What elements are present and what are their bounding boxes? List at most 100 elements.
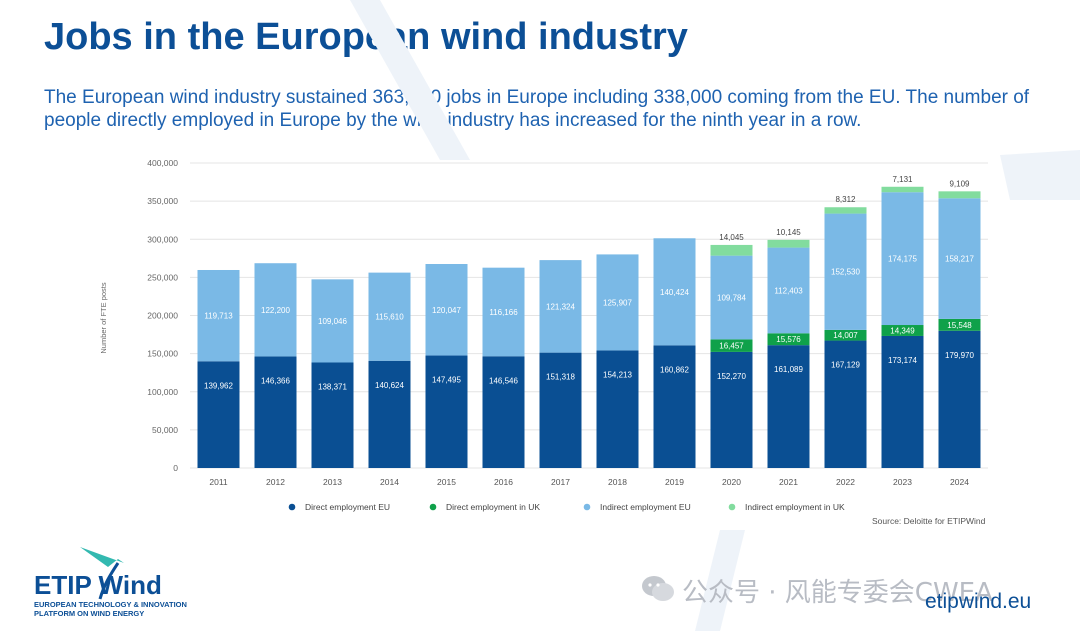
bar-segment: [653, 238, 696, 346]
data-label: 174,175: [888, 255, 917, 264]
data-label: 179,970: [945, 351, 974, 360]
bar-segment: [824, 340, 867, 468]
data-label: 122,200: [261, 306, 290, 315]
x-tick-label: 2015: [437, 477, 456, 487]
legend-marker: [583, 503, 591, 511]
bar-segment: [482, 356, 525, 468]
website-link[interactable]: etipwind.eu: [925, 590, 1032, 613]
y-tick-label: 350,000: [147, 196, 178, 206]
legend-marker: [288, 503, 296, 511]
x-tick-label: 2018: [608, 477, 627, 487]
data-label: 109,046: [318, 317, 347, 326]
data-label: 152,270: [717, 372, 746, 381]
data-label: 140,424: [660, 288, 689, 297]
y-tick-label: 150,000: [147, 349, 178, 359]
data-label: 146,366: [261, 376, 290, 385]
x-tick-label: 2014: [380, 477, 399, 487]
x-tick-label: 2021: [779, 477, 798, 487]
data-label: 139,962: [204, 381, 233, 390]
data-label: 112,403: [774, 286, 803, 295]
logo-tagline-line2: PLATFORM ON WIND ENERGY: [34, 609, 145, 618]
data-label: 154,213: [603, 370, 632, 379]
bar-segment: [710, 244, 753, 256]
logo-name: ETIP Wind: [34, 570, 162, 600]
watermark-text: 公众号 · 风能专委会CWEA: [682, 578, 993, 608]
bar-segment: [653, 345, 696, 468]
y-tick-label: 250,000: [147, 272, 178, 282]
decorative-stripe: [350, 0, 470, 160]
x-tick-label: 2011: [209, 477, 228, 487]
data-label: 147,495: [432, 376, 461, 385]
bar-segment: [824, 207, 867, 214]
etip-wind-logo-icon: [80, 547, 124, 600]
data-label: 14,349: [890, 326, 915, 335]
page-subtitle: The European wind industry sustained 363…: [44, 87, 1030, 131]
bar-segment: [539, 260, 582, 353]
x-tick-label: 2016: [494, 477, 513, 487]
y-axis-label: Number of FTE posts: [99, 282, 108, 354]
x-tick-label: 2012: [266, 477, 285, 487]
data-label: 15,548: [947, 321, 972, 330]
data-label: 119,713: [204, 312, 233, 321]
bar-segment: [881, 325, 924, 336]
bar-segment: [938, 318, 981, 331]
bar-segment: [938, 191, 981, 199]
y-axis: 0 50,000 100,000 150,000 200,000 250,000 300,0…: [147, 158, 178, 473]
bar-segment: [425, 355, 468, 468]
bar-segment: [596, 254, 639, 351]
legend-label: Direct employment in UK: [446, 502, 540, 512]
bar-segment: [938, 198, 981, 319]
bar-segment: [767, 333, 810, 346]
data-label: 138,371: [318, 382, 347, 391]
grid-lines: [190, 162, 988, 469]
data-label: 151,318: [546, 373, 575, 382]
y-tick-label: 300,000: [147, 234, 178, 244]
logo-tagline-line1: EUROPEAN TECHNOLOGY & INNOVATION: [34, 600, 187, 609]
bar-segment: [767, 247, 810, 334]
x-tick-label: 2024: [950, 477, 969, 487]
bar-segment: [767, 239, 810, 248]
bar-segment: [368, 272, 411, 361]
decorative-stripe: [695, 530, 745, 631]
bar-segment: [254, 263, 297, 357]
bar-segment: [710, 255, 753, 340]
bar-segment: [311, 279, 354, 363]
data-label: 160,862: [660, 365, 689, 374]
data-label: 116,166: [489, 308, 518, 317]
bar-segment: [710, 339, 753, 352]
data-label: 125,907: [603, 298, 632, 307]
wechat-icon: [642, 576, 674, 601]
bar-segment: [824, 213, 867, 330]
data-label: 109,784: [717, 293, 746, 302]
data-label: 14,045: [719, 233, 744, 242]
data-label: 152,530: [831, 268, 860, 277]
x-tick-label: 2023: [893, 477, 912, 487]
x-axis: 2011 2012 2013 2014 2015 2016 2017 2018 2019 2020…: [209, 477, 969, 487]
y-tick-label: 50,000: [152, 425, 178, 435]
data-label: 146,546: [489, 376, 518, 385]
data-label: 9,109: [949, 179, 970, 188]
bar-segment: [197, 269, 240, 362]
source-note: Source: Deloitte for ETIPWind: [872, 516, 986, 526]
decorative-stripe: [1000, 150, 1080, 200]
bar-segment: [482, 267, 525, 357]
legend-label: Direct employment EU: [305, 502, 390, 512]
legend-label: Indirect employment in UK: [745, 502, 845, 512]
legend-marker: [728, 503, 736, 511]
legend-label: Indirect employment EU: [600, 502, 691, 512]
bar-segment: [938, 330, 981, 468]
data-label: 167,129: [831, 361, 860, 370]
bar-segment: [710, 351, 753, 468]
bar-segment: [596, 350, 639, 468]
logo-tagline: EUROPEAN TECHNOLOGY & INNOVATION PLATFOR…: [34, 600, 204, 618]
bar-segment: [197, 361, 240, 468]
data-label: 15,576: [776, 335, 801, 344]
data-label: 10,145: [776, 228, 801, 237]
bars: 139,962 119,713 146,366 122,200 138,371 109,0…: [197, 175, 981, 468]
bar-segment: [368, 360, 411, 468]
y-tick-label: 400,000: [147, 158, 178, 168]
data-label: 140,624: [375, 381, 404, 390]
data-label: 115,610: [375, 313, 404, 322]
data-label: 7,131: [892, 175, 913, 184]
